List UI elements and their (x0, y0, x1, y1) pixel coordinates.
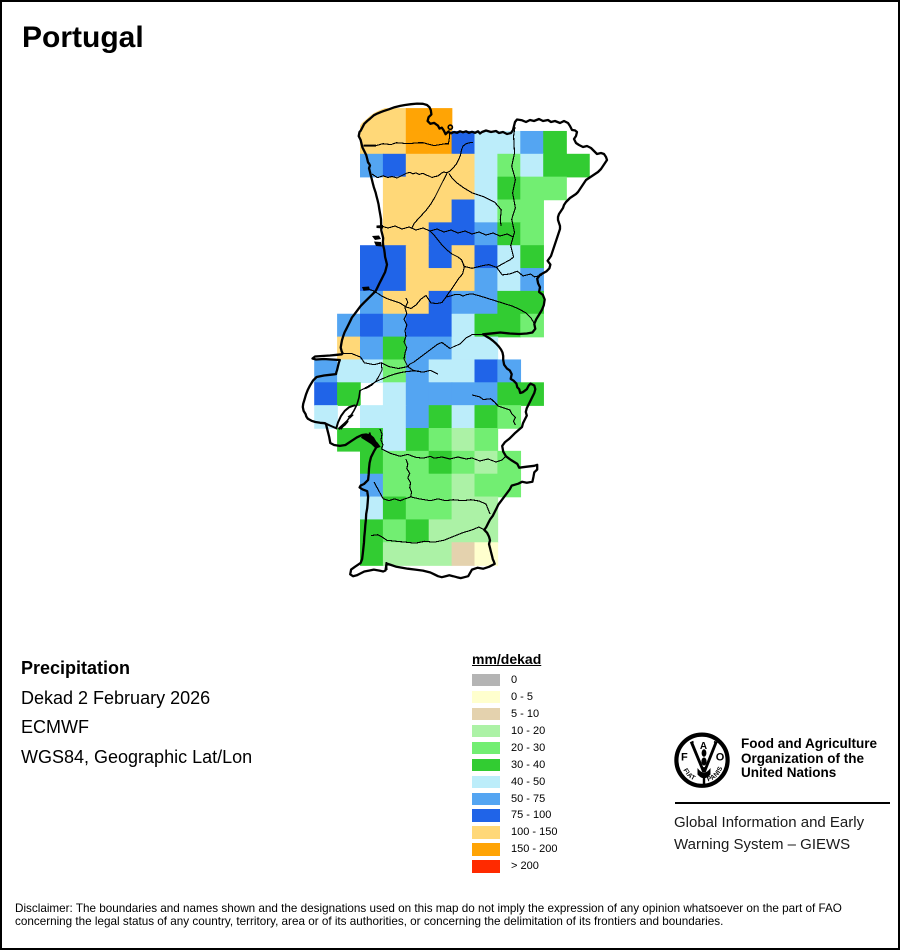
svg-text:O: O (716, 752, 725, 764)
svg-text:F: F (681, 752, 688, 764)
svg-text:A: A (700, 741, 707, 752)
